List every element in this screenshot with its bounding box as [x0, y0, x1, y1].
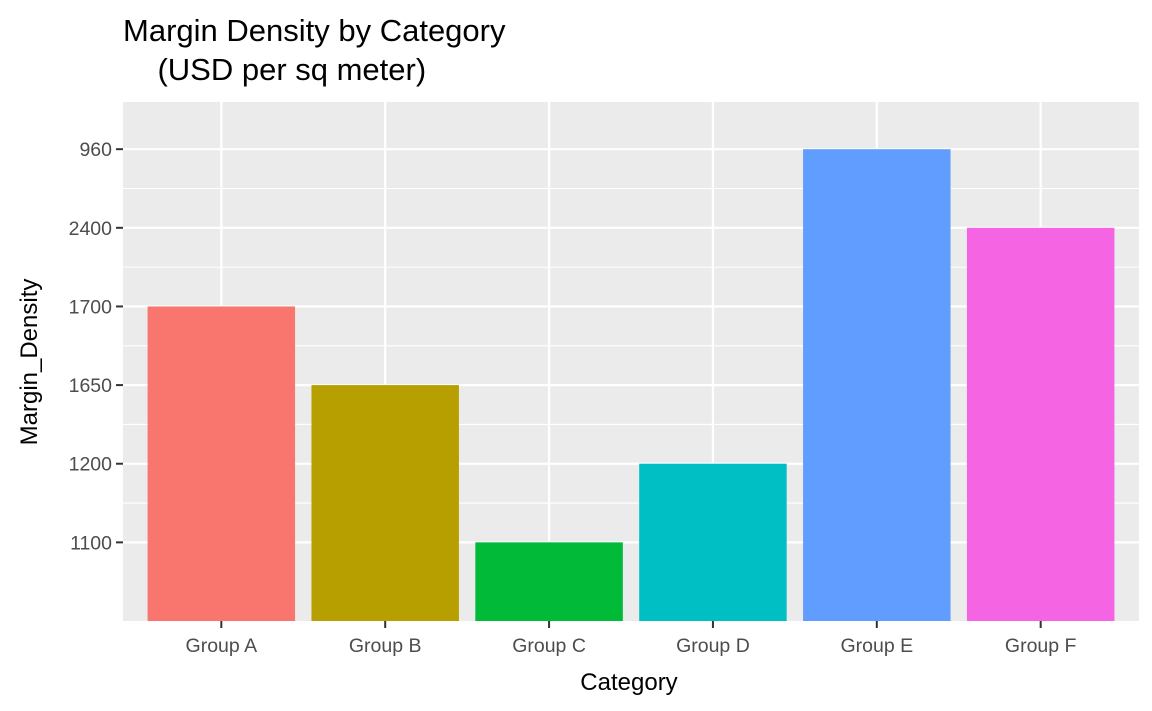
y-tick-label: 2400 — [69, 218, 113, 240]
y-axis-title: Margin_Density — [16, 279, 43, 446]
bar-group-c — [475, 542, 623, 621]
y-tick-label: 1650 — [69, 375, 113, 397]
y-tick-label: 1700 — [69, 296, 113, 318]
bar-group-a — [147, 306, 296, 621]
y-axis-ticks: 1100 1200 1650 1700 2400 960 — [69, 139, 123, 554]
x-tick-label: Group B — [349, 635, 422, 657]
chart-subtitle: (USD per sq meter) — [123, 52, 426, 87]
y-tick-label: 960 — [79, 139, 112, 161]
y-tick-label: 1200 — [69, 454, 113, 476]
x-tick-label: Group D — [676, 635, 750, 657]
bar-group-d — [639, 463, 787, 621]
x-tick-label: Group A — [186, 635, 258, 657]
x-axis-title: Category — [580, 669, 677, 696]
bar-group-b — [311, 385, 459, 621]
bar-group-f — [966, 227, 1115, 621]
bar-group-e — [803, 149, 951, 621]
bars — [147, 149, 1115, 621]
x-tick-label: Group E — [840, 635, 913, 657]
chart-title: Margin Density by Category — [123, 13, 506, 48]
y-tick-label: 1100 — [70, 532, 112, 554]
x-tick-label: Group F — [1005, 635, 1077, 657]
x-tick-label: Group C — [512, 635, 586, 657]
x-axis-ticks: Group A Group B Group C Group D Group E Group… — [186, 621, 1077, 657]
